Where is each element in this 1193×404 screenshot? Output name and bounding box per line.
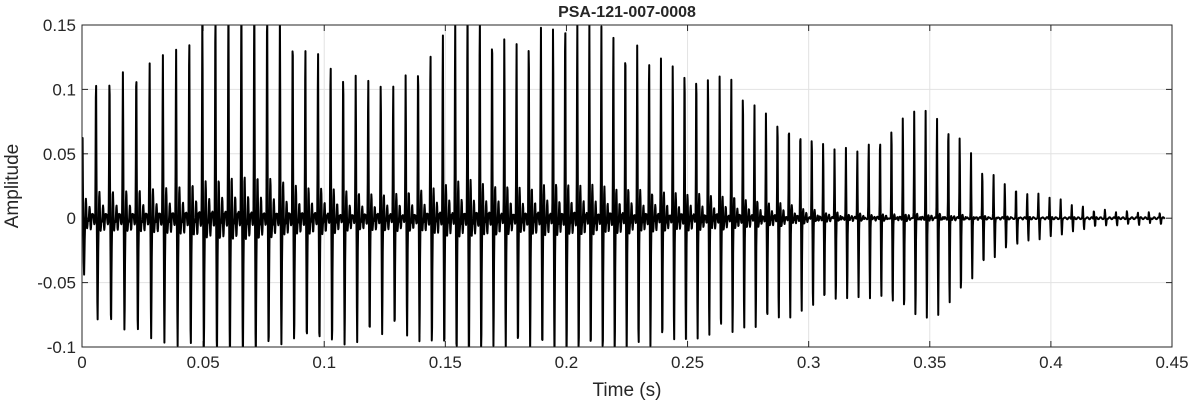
x-tick-label: 0.15 xyxy=(429,353,462,372)
y-tick-labels: -0.1 -0.05 0 0.05 0.1 0.15 xyxy=(37,16,76,357)
y-tick-label: 0 xyxy=(67,209,76,228)
y-tick-label: 0.15 xyxy=(43,16,76,35)
y-tick-label: 0.05 xyxy=(43,145,76,164)
plot-clip-group xyxy=(82,25,1166,347)
x-tick-label: 0 xyxy=(77,353,86,372)
y-tick-label: 0.1 xyxy=(52,80,76,99)
x-axis-label: Time (s) xyxy=(593,380,662,401)
y-tick-label: -0.1 xyxy=(47,338,76,357)
chart-title: PSA-121-007-0008 xyxy=(558,4,696,21)
y-tick-label: -0.05 xyxy=(37,274,76,293)
x-tick-label: 0.2 xyxy=(555,353,579,372)
x-tick-label: 0.45 xyxy=(1155,353,1188,372)
x-tick-label: 0.25 xyxy=(671,353,704,372)
amplitude-waveform-line xyxy=(82,25,1166,347)
x-tick-label: 0.35 xyxy=(913,353,946,372)
x-tick-label: 0.1 xyxy=(312,353,336,372)
x-tick-label: 0.3 xyxy=(797,353,821,372)
x-tick-label: 0.05 xyxy=(187,353,220,372)
plot-frame xyxy=(81,24,1173,348)
x-tick-labels: 0 0.05 0.1 0.15 0.2 0.25 0.3 0.35 0.4 0.45 xyxy=(77,353,1188,372)
y-axis-label: Amplitude xyxy=(2,144,23,229)
x-tick-label: 0.4 xyxy=(1039,353,1063,372)
